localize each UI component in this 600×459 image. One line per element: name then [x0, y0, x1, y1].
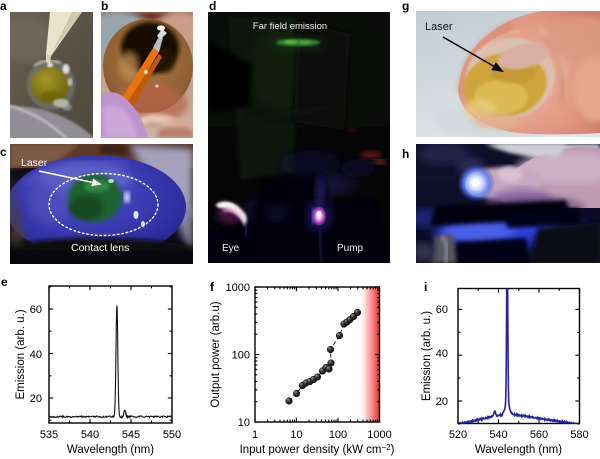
- svg-text:545: 545: [122, 429, 140, 441]
- svg-text:540: 540: [489, 429, 507, 441]
- svg-text:1000: 1000: [367, 429, 391, 441]
- svg-text:1000: 1000: [226, 282, 250, 294]
- svg-text:Emission (arb. u.): Emission (arb. u.): [15, 309, 27, 399]
- svg-text:Pump: Pump: [337, 243, 364, 254]
- svg-text:100: 100: [329, 429, 347, 441]
- svg-text:100: 100: [232, 350, 250, 362]
- svg-text:Eye: Eye: [222, 243, 240, 254]
- svg-text:Wavelength (nm): Wavelength (nm): [67, 444, 154, 456]
- svg-text:1: 1: [252, 429, 258, 441]
- svg-text:20: 20: [436, 396, 448, 408]
- svg-text:580: 580: [570, 429, 588, 441]
- svg-text:535: 535: [40, 429, 58, 441]
- svg-text:540: 540: [81, 429, 99, 441]
- svg-text:Output power (arb.u): Output power (arb.u): [210, 301, 222, 407]
- svg-text:40: 40: [436, 348, 448, 360]
- svg-text:Laser: Laser: [425, 21, 453, 33]
- svg-text:Emission (arb. u.): Emission (arb. u.): [421, 311, 433, 401]
- svg-text:520: 520: [449, 429, 467, 441]
- svg-text:10: 10: [290, 429, 302, 441]
- svg-text:Input power density (kW cm−2): Input power density (kW cm−2): [240, 443, 395, 456]
- svg-text:20: 20: [30, 393, 42, 405]
- svg-text:60: 60: [30, 304, 42, 316]
- svg-text:60: 60: [436, 304, 448, 316]
- svg-text:10: 10: [238, 417, 250, 429]
- svg-text:40: 40: [30, 349, 42, 361]
- svg-text:Contact lens: Contact lens: [71, 242, 129, 254]
- svg-text:560: 560: [530, 429, 548, 441]
- svg-text:Laser: Laser: [21, 157, 48, 169]
- svg-text:Wavelength (nm): Wavelength (nm): [475, 444, 562, 456]
- svg-text:550: 550: [163, 429, 181, 441]
- svg-text:Far field emission: Far field emission: [253, 21, 327, 32]
